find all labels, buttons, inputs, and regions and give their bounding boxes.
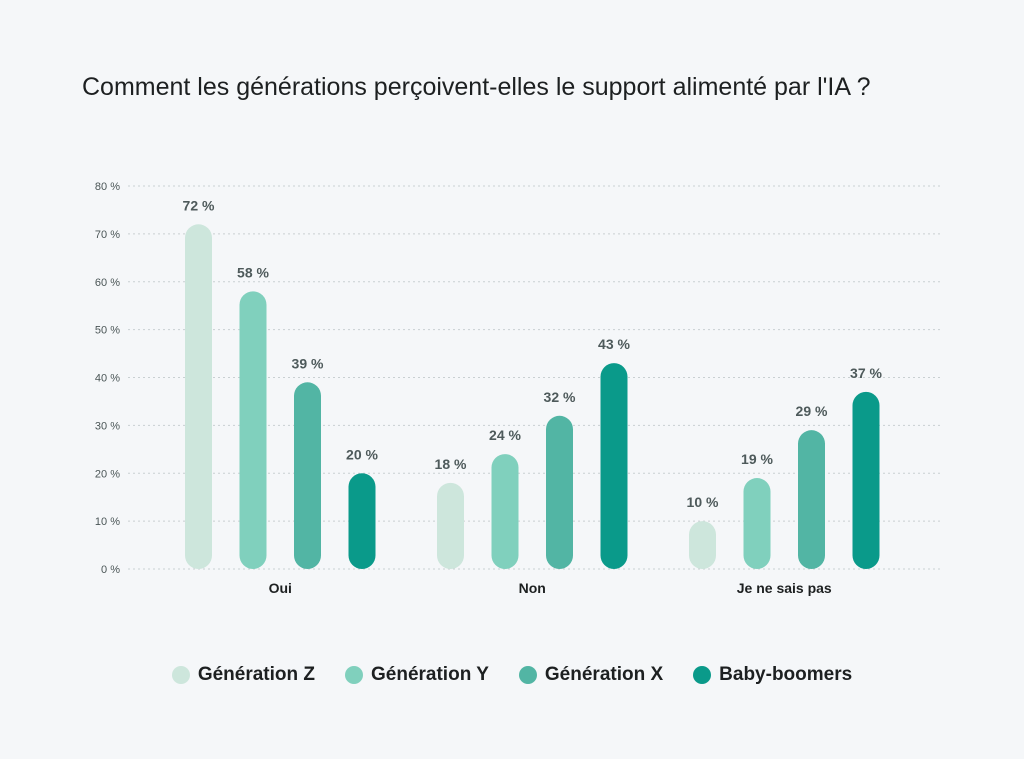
y-tick-label: 50 %: [95, 325, 120, 337]
bar: [852, 391, 880, 569]
y-tick-label: 20 %: [95, 468, 120, 480]
y-tick-label: 0 %: [101, 564, 120, 576]
legend-swatch: [171, 666, 190, 684]
bar: [239, 291, 267, 569]
bar: [437, 482, 464, 569]
data-label: 18 %: [435, 456, 467, 472]
y-tick-label: 40 %: [95, 373, 120, 385]
bar: [546, 415, 573, 569]
x-category-label: Je ne sais pas: [737, 580, 832, 596]
data-label: 43 %: [598, 336, 630, 352]
legend-item: Génération Y: [345, 664, 489, 686]
bar: [294, 382, 321, 569]
chart-legend: Génération Z Génération Y Génération X Baby…: [0, 664, 1024, 686]
x-category-label: Non: [519, 580, 546, 596]
chart-title: Comment les générations perçoivent-elles…: [82, 73, 871, 101]
data-label: 24 %: [489, 427, 521, 443]
bar: [600, 363, 628, 569]
data-label: 39 %: [292, 355, 324, 371]
bar: [798, 430, 825, 569]
legend-item: Baby-boomers: [693, 664, 852, 686]
data-label: 10 %: [687, 494, 719, 510]
bar: [689, 521, 716, 569]
bar-chart: 0 % 10 % 20 % 30 % 40 % 50 % 60 % 70 % 80 % 72 % 5…: [95, 181, 940, 596]
legend-item: Génération Z: [171, 664, 315, 686]
y-tick-label: 70 %: [95, 229, 120, 241]
legend-label: Génération X: [544, 664, 664, 685]
legend-label: Génération Z: [197, 664, 315, 685]
data-label: 29 %: [796, 403, 828, 419]
bar: [743, 478, 771, 569]
y-tick-label: 80 %: [95, 181, 120, 193]
data-label: 32 %: [544, 389, 576, 405]
data-label: 72 %: [183, 197, 215, 213]
y-tick-label: 30 %: [95, 420, 120, 432]
legend-label: Génération Y: [371, 664, 489, 685]
y-tick-label: 10 %: [95, 516, 120, 528]
legend-swatch: [345, 666, 363, 684]
legend-swatch: [693, 666, 712, 684]
bar: [185, 224, 212, 570]
legend-item: Génération X: [518, 664, 664, 686]
x-category-label: Oui: [269, 580, 292, 596]
y-tick-label: 60 %: [95, 277, 120, 289]
bar: [348, 473, 376, 569]
data-label: 20 %: [346, 446, 378, 462]
data-label: 19 %: [741, 451, 773, 467]
bar: [491, 454, 519, 569]
legend-label: Baby-boomers: [719, 664, 853, 685]
legend-swatch: [518, 666, 537, 684]
data-label: 37 %: [850, 365, 882, 381]
data-label: 58 %: [237, 264, 269, 280]
